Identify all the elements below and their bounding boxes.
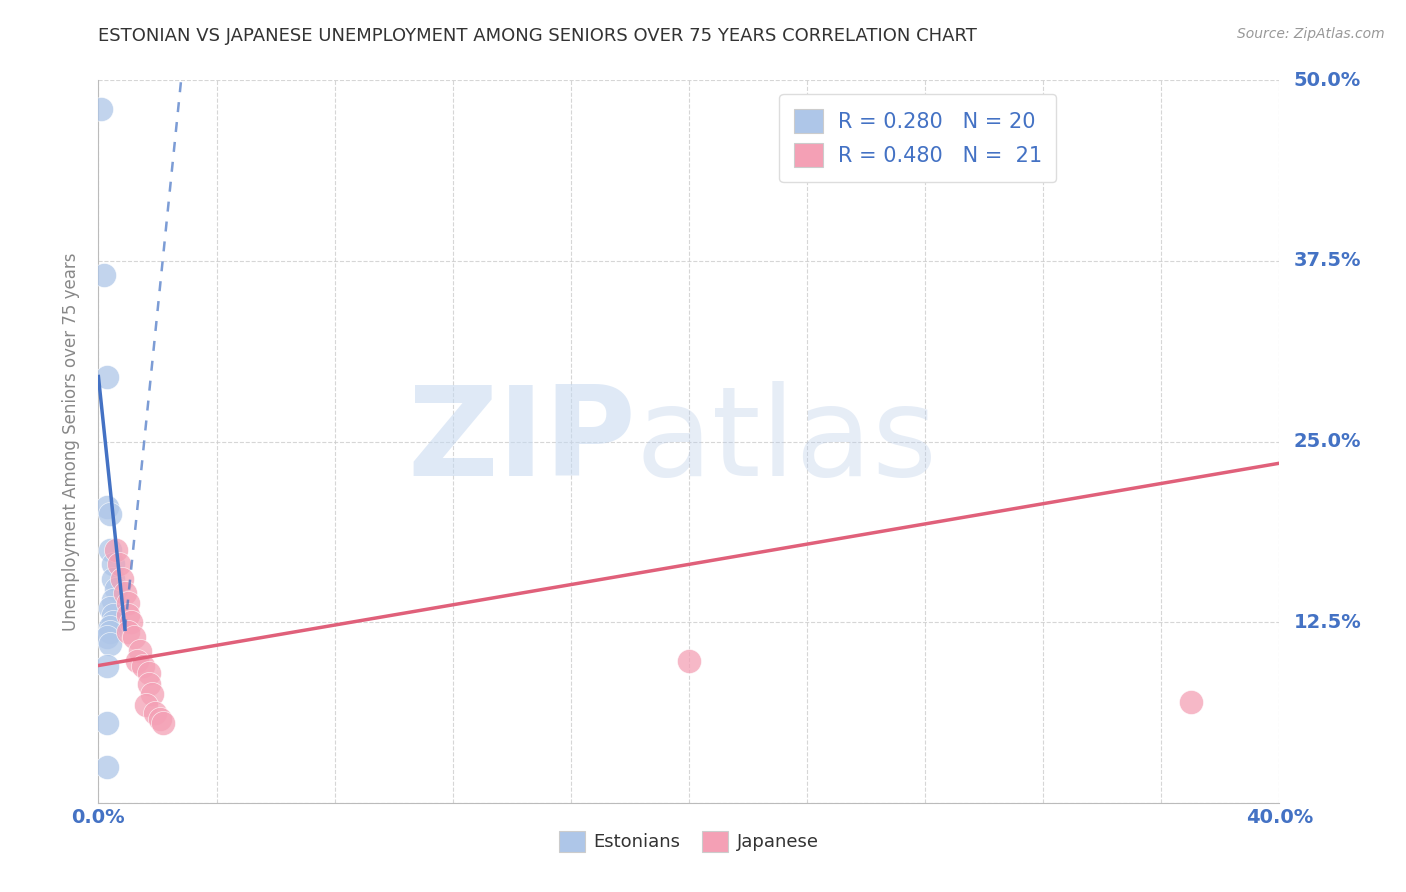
Point	[149, 712, 172, 726]
Point	[103, 615, 125, 630]
Legend: Estonians, Japanese: Estonians, Japanese	[553, 823, 825, 859]
Point	[96, 760, 118, 774]
Point	[132, 658, 155, 673]
Point	[117, 607, 139, 622]
Point	[128, 644, 150, 658]
Point	[120, 615, 142, 630]
Text: 50.0%: 50.0%	[1294, 70, 1361, 90]
Point	[90, 102, 112, 116]
Point	[103, 572, 125, 586]
Point	[98, 542, 121, 557]
Point	[152, 716, 174, 731]
Point	[125, 654, 148, 668]
Point	[135, 698, 157, 712]
Text: Source: ZipAtlas.com: Source: ZipAtlas.com	[1237, 27, 1385, 41]
Point	[96, 500, 118, 514]
Point	[1180, 695, 1202, 709]
Point	[98, 619, 121, 633]
Point	[98, 625, 121, 640]
Point	[96, 658, 118, 673]
Point	[103, 607, 125, 622]
Point	[138, 677, 160, 691]
Point	[98, 600, 121, 615]
Text: ZIP: ZIP	[408, 381, 636, 502]
Point	[96, 716, 118, 731]
Point	[141, 687, 163, 701]
Point	[103, 593, 125, 607]
Point	[96, 369, 118, 384]
Point	[105, 582, 128, 596]
Point	[678, 654, 700, 668]
Point	[103, 558, 125, 572]
Text: ESTONIAN VS JAPANESE UNEMPLOYMENT AMONG SENIORS OVER 75 YEARS CORRELATION CHART: ESTONIAN VS JAPANESE UNEMPLOYMENT AMONG …	[98, 27, 977, 45]
Y-axis label: Unemployment Among Seniors over 75 years: Unemployment Among Seniors over 75 years	[62, 252, 80, 631]
Point	[114, 586, 136, 600]
Point	[117, 596, 139, 610]
Text: 37.5%: 37.5%	[1294, 252, 1361, 270]
Text: 25.0%: 25.0%	[1294, 432, 1361, 451]
Point	[93, 268, 115, 283]
Point	[138, 665, 160, 680]
Point	[105, 542, 128, 557]
Text: atlas: atlas	[636, 381, 938, 502]
Text: 12.5%: 12.5%	[1294, 613, 1361, 632]
Point	[96, 630, 118, 644]
Point	[117, 625, 139, 640]
Point	[108, 558, 131, 572]
Point	[98, 637, 121, 651]
Point	[143, 706, 166, 721]
Point	[122, 630, 145, 644]
Point	[98, 507, 121, 521]
Point	[111, 572, 134, 586]
